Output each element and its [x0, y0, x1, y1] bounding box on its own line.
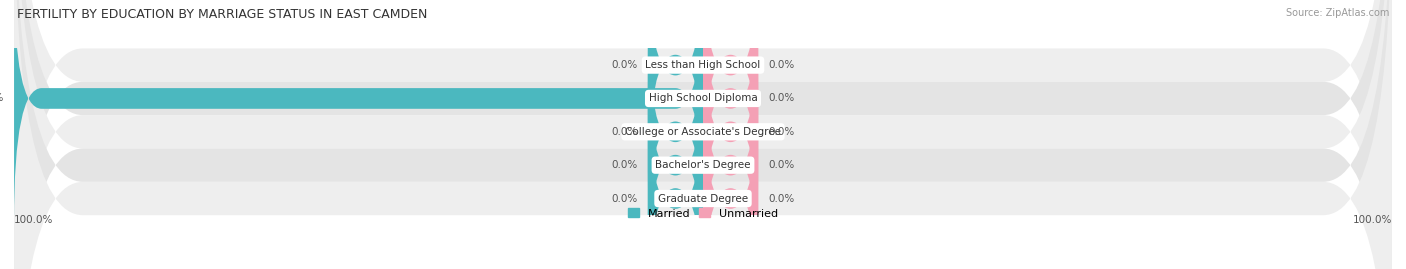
Text: High School Diploma: High School Diploma — [648, 93, 758, 104]
Text: FERTILITY BY EDUCATION BY MARRIAGE STATUS IN EAST CAMDEN: FERTILITY BY EDUCATION BY MARRIAGE STATU… — [17, 8, 427, 21]
FancyBboxPatch shape — [703, 0, 758, 222]
Text: 0.0%: 0.0% — [769, 127, 794, 137]
Text: Less than High School: Less than High School — [645, 60, 761, 70]
Text: Bachelor's Degree: Bachelor's Degree — [655, 160, 751, 170]
Text: 0.0%: 0.0% — [612, 127, 637, 137]
Text: 0.0%: 0.0% — [769, 160, 794, 170]
FancyBboxPatch shape — [703, 75, 758, 269]
FancyBboxPatch shape — [648, 0, 703, 188]
FancyBboxPatch shape — [14, 0, 1392, 269]
FancyBboxPatch shape — [703, 0, 758, 188]
Text: 0.0%: 0.0% — [612, 60, 637, 70]
Text: College or Associate's Degree: College or Associate's Degree — [626, 127, 780, 137]
FancyBboxPatch shape — [703, 42, 758, 269]
FancyBboxPatch shape — [703, 9, 758, 255]
Text: 0.0%: 0.0% — [769, 60, 794, 70]
FancyBboxPatch shape — [14, 0, 703, 222]
FancyBboxPatch shape — [14, 0, 1392, 269]
FancyBboxPatch shape — [14, 0, 1392, 269]
Text: Source: ZipAtlas.com: Source: ZipAtlas.com — [1285, 8, 1389, 18]
Text: 0.0%: 0.0% — [612, 193, 637, 204]
FancyBboxPatch shape — [648, 9, 703, 255]
Text: 0.0%: 0.0% — [612, 160, 637, 170]
Text: 100.0%: 100.0% — [0, 93, 4, 104]
Text: 100.0%: 100.0% — [14, 215, 53, 225]
FancyBboxPatch shape — [648, 75, 703, 269]
FancyBboxPatch shape — [648, 42, 703, 269]
Legend: Married, Unmarried: Married, Unmarried — [623, 204, 783, 223]
Text: 0.0%: 0.0% — [769, 193, 794, 204]
FancyBboxPatch shape — [14, 0, 1392, 269]
Text: 100.0%: 100.0% — [1353, 215, 1392, 225]
Text: 0.0%: 0.0% — [769, 93, 794, 104]
FancyBboxPatch shape — [14, 0, 1392, 269]
Text: Graduate Degree: Graduate Degree — [658, 193, 748, 204]
